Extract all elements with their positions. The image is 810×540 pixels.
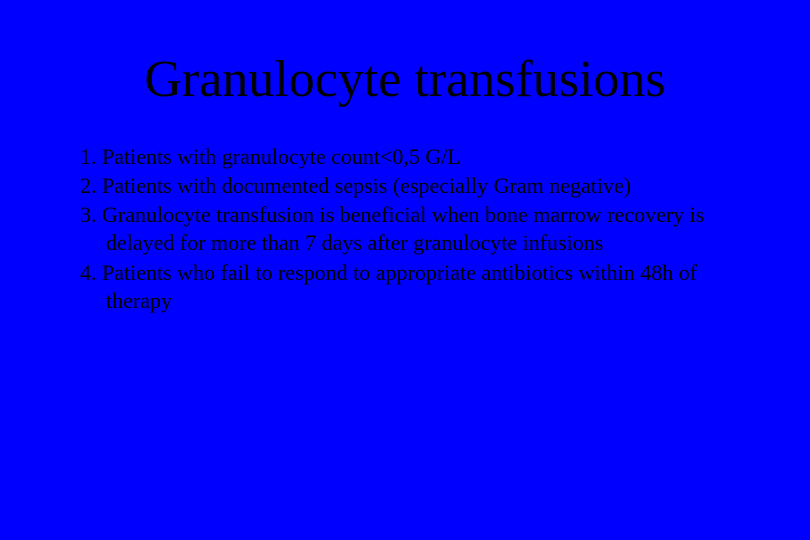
slide-body: 1. Patients with granulocyte count<0,5 G… — [50, 143, 760, 315]
slide-title: Granulocyte transfusions — [50, 50, 760, 109]
list-item: 2. Patients with documented sepsis (espe… — [80, 172, 730, 200]
list-item: 1. Patients with granulocyte count<0,5 G… — [80, 143, 730, 171]
list-item: 3. Granulocyte transfusion is beneficial… — [80, 201, 730, 257]
slide: Granulocyte transfusions 1. Patients wit… — [0, 0, 810, 540]
list-item: 4. Patients who fail to respond to appro… — [80, 259, 730, 315]
